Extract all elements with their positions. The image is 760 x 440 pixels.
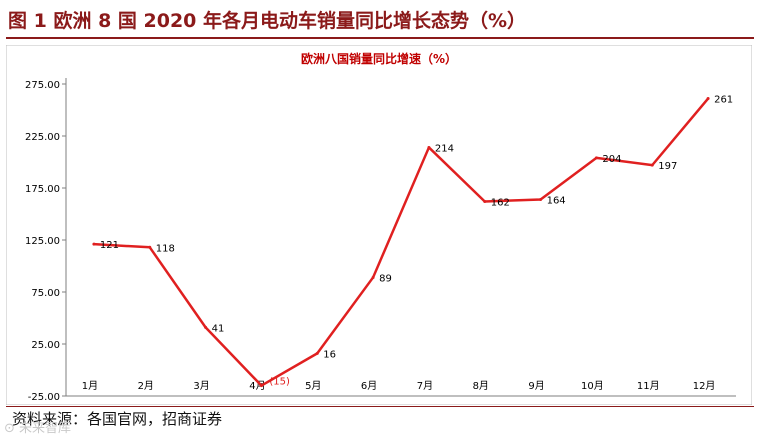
data-point — [259, 384, 263, 388]
x-tick-label: 1月 — [82, 380, 98, 392]
chart-title: 欧洲八国销量同比增速（%） — [301, 51, 457, 66]
x-tick-label: 10月 — [581, 380, 604, 392]
data-point — [706, 97, 710, 101]
y-tick-label: 25.00 — [31, 340, 60, 351]
x-tick-label: 8月 — [473, 380, 489, 392]
data-label: 204 — [602, 154, 621, 165]
y-tick-label: 75.00 — [31, 288, 60, 299]
data-label: 214 — [435, 143, 454, 154]
x-tick-label: 7月 — [417, 380, 433, 392]
data-label: 162 — [491, 198, 510, 209]
data-label: 261 — [714, 95, 733, 106]
figure-title: 图 1 欧洲 8 国 2020 年各月电动车销量同比增长态势（%） — [8, 10, 527, 32]
data-label: 121 — [100, 240, 119, 251]
chart-frame — [5, 44, 753, 406]
source-note: 资料来源：各国官网，招商证券 — [12, 410, 223, 428]
series-line — [92, 97, 710, 388]
series-line-path — [93, 97, 710, 387]
y-tick-label: 175.00 — [25, 184, 60, 195]
data-point — [371, 275, 375, 279]
x-tick-label: 6月 — [361, 380, 377, 392]
data-label: 41 — [212, 323, 225, 334]
data-point — [204, 325, 208, 329]
y-tick-label: -25.00 — [28, 392, 60, 403]
x-tick-label: 11月 — [637, 380, 660, 392]
data-point — [650, 163, 654, 167]
watermark-logo: ⊙ 未来智库 — [4, 421, 72, 436]
y-axis: -25.00 25.00 75.00 125.00 175.00 225.00 275.00 — [25, 78, 67, 403]
x-tick-label: 9月 — [528, 380, 544, 392]
x-tick-label: 2月 — [138, 380, 154, 392]
bottom-rule — [6, 406, 754, 407]
data-label: 118 — [156, 243, 175, 254]
data-point — [483, 200, 487, 204]
title-rule — [6, 37, 754, 39]
data-label: (15) — [269, 377, 290, 388]
data-labels: 121 118 41 (15) 16 89 214 162 164 204 197 261 — [100, 95, 733, 388]
x-tick-label: 12月 — [693, 380, 716, 392]
line-chart-svg: 欧洲八国销量同比增速（%） -25.00 25.00 75.00 125.00 175.… — [5, 44, 753, 406]
data-point — [539, 197, 543, 201]
data-point — [594, 156, 598, 160]
data-label: 16 — [323, 349, 336, 360]
y-tick-label: 275.00 — [25, 80, 60, 91]
x-tick-label: 5月 — [305, 380, 321, 392]
x-tick-label: 4月 — [249, 380, 265, 392]
chart: 欧洲八国销量同比增速（%） -25.00 25.00 75.00 125.00 175.… — [5, 44, 753, 409]
x-axis: 1月 2月 3月 4月 5月 6月 7月 8月 9月 10月 11月 12月 — [66, 380, 736, 397]
y-tick-label: 125.00 — [25, 236, 60, 247]
x-tick-label: 3月 — [193, 380, 209, 392]
y-tick-label: 225.00 — [25, 132, 60, 143]
data-label: 197 — [658, 161, 677, 172]
data-point — [315, 351, 319, 355]
data-label: 89 — [379, 273, 392, 284]
data-label: 164 — [547, 195, 566, 206]
data-point — [92, 242, 96, 246]
data-point — [148, 245, 152, 249]
data-point — [427, 145, 431, 149]
